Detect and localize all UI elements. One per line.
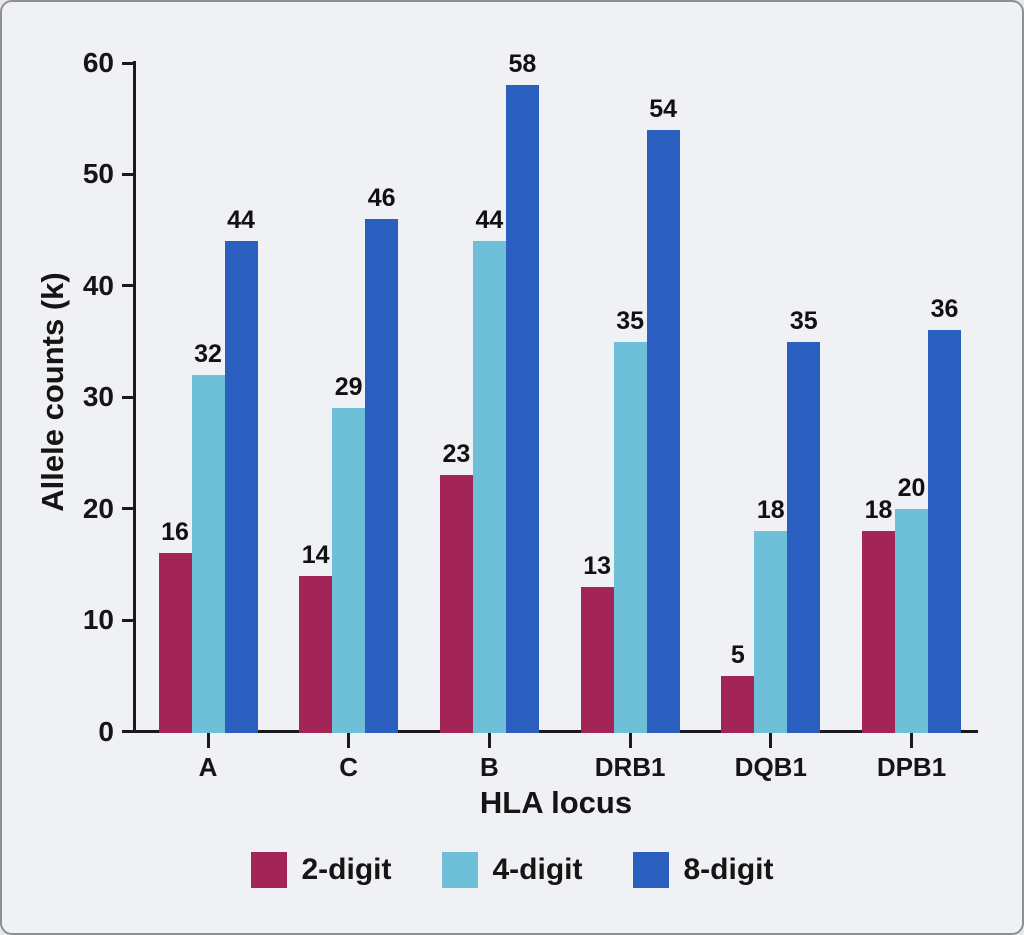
bar-2-digit-A [158,553,192,733]
bar-2-digit-DPB1 [862,530,895,733]
legend-label: 2-digit [301,853,392,886]
x-category-label: DRB1 [594,752,666,782]
bar-8-digit-C [365,218,399,733]
x-category-label: A [198,752,218,782]
y-tick-label: 0 [98,715,114,747]
bar-4-digit-DPB1 [895,508,928,733]
bar-value-label: 16 [161,518,189,547]
bar-value-label: 46 [367,183,396,212]
bar-value-label: 35 [789,306,818,335]
bar-value-label: 29 [334,373,363,402]
x-tick [628,733,632,748]
bar-8-digit-A [224,241,258,733]
y-tick [122,61,133,65]
bar-value-label: 54 [649,94,677,123]
bar-8-digit-DRB1 [646,129,680,733]
bar-2-digit-DRB1 [580,586,614,733]
bar-4-digit-B [472,241,506,733]
bar-4-digit-DQB1 [754,530,788,733]
bar-value-label: 20 [897,473,926,502]
legend-item-4-digit: 4-digit [441,852,583,888]
bar-value-label: 18 [864,495,893,524]
x-category-label: DQB1 [734,752,807,782]
legend-label: 4-digit [492,853,583,886]
y-tick-label: 50 [82,158,114,190]
x-tick [206,733,210,748]
y-tick-label: 30 [82,381,114,413]
bar-value-label: 14 [301,540,330,569]
bar-value-label: 23 [442,440,471,469]
y-tick [122,395,133,399]
bar-value-label: 13 [583,551,611,580]
x-tick [487,733,491,748]
y-tick [122,618,133,622]
bar-4-digit-DRB1 [613,341,647,733]
legend-swatch-4-digit [441,852,478,888]
legend: 2-digit 4-digit 8-digit [2,852,1022,888]
bar-value-label: 44 [227,206,255,235]
legend-item-8-digit: 8-digit [632,852,774,888]
bar-value-label: 58 [508,50,537,79]
legend-item-2-digit: 2-digit [250,852,392,888]
bar-8-digit-DQB1 [787,341,821,733]
x-category-label: C [339,752,359,782]
x-axis-title: HLA locus [479,785,633,820]
legend-swatch-2-digit [250,852,287,888]
x-tick [347,733,351,748]
bar-2-digit-C [299,575,333,733]
y-tick [122,730,133,733]
bar-2-digit-DQB1 [721,675,755,733]
y-tick-label: 10 [82,604,114,636]
y-tick [122,172,133,176]
bar-4-digit-A [191,374,225,733]
bar-8-digit-B [505,85,539,733]
x-tick [769,733,773,748]
bar-value-label: 32 [194,339,222,368]
y-axis-line [133,61,136,733]
legend-swatch-8-digit [632,852,669,888]
x-category-label: DPB1 [876,752,947,782]
bar-4-digit-C [332,408,366,733]
bar-value-label: 36 [930,295,959,324]
bar-value-label: 18 [756,495,785,524]
bar-2-digit-B [439,475,473,733]
y-axis-title-text: Allele counts (k) [35,272,70,512]
y-tick-label: 20 [82,492,114,524]
bar-8-digit-DPB1 [928,330,961,733]
x-axis-line [130,730,978,733]
x-tick [910,733,913,748]
bar-value-label: 5 [730,640,745,669]
y-tick-label: 40 [82,269,114,301]
y-tick [122,284,133,288]
legend-label: 8-digit [683,853,774,886]
bar-value-label: 35 [616,306,644,335]
x-category-label: B [480,752,499,782]
y-tick-label: 60 [82,47,114,78]
bar-value-label: 44 [475,206,504,235]
y-tick [122,507,133,511]
